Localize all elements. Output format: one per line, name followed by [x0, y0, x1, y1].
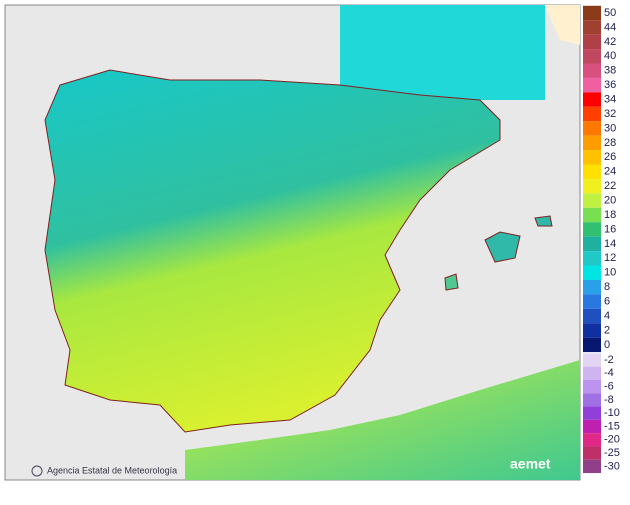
legend-swatch — [583, 106, 601, 122]
legend-label: 26 — [604, 151, 616, 163]
legend-swatch — [583, 419, 601, 434]
legend-label: 32 — [604, 108, 616, 120]
legend-label: 38 — [604, 65, 616, 77]
legend-label: 42 — [604, 36, 616, 48]
legend-swatch — [583, 294, 601, 309]
agency-logo — [31, 465, 43, 477]
legend-label: 4 — [604, 310, 610, 322]
agency-name: Agencia Estatal de Meteorología — [47, 465, 177, 475]
legend-swatch — [583, 207, 601, 223]
legend-swatch — [583, 459, 601, 474]
legend-label: 40 — [604, 50, 616, 62]
legend-label: 36 — [604, 79, 616, 91]
map: Agencia Estatal de Meteorología aemet — [4, 4, 581, 481]
legend-label: 0 — [604, 339, 610, 351]
legend-label: -6 — [604, 381, 614, 393]
legend-swatch — [583, 393, 601, 407]
legend-label: 16 — [604, 223, 616, 235]
legend-label: -25 — [604, 447, 620, 459]
legend-swatch — [583, 135, 601, 151]
legend-label: 34 — [604, 93, 616, 105]
legend-label: -30 — [604, 460, 620, 472]
legend-swatch — [583, 49, 601, 64]
legend-label: -4 — [604, 367, 614, 379]
legend-swatch — [583, 406, 601, 420]
legend-swatch — [583, 150, 601, 165]
legend-swatch — [583, 323, 601, 338]
legend-label: -15 — [604, 420, 620, 432]
legend: 5044424038363432302826242220181614121086… — [583, 5, 620, 474]
legend-swatch — [583, 366, 601, 380]
legend-label: 22 — [604, 180, 616, 192]
legend-swatch — [583, 20, 601, 35]
legend-swatch — [583, 34, 601, 50]
legend-swatch — [583, 77, 601, 93]
italy — [545, 5, 580, 45]
legend-label: 44 — [604, 21, 616, 33]
legend-swatch — [583, 178, 601, 194]
legend-label: 18 — [604, 209, 616, 221]
legend-swatch — [583, 308, 601, 324]
legend-label: 12 — [604, 252, 616, 264]
legend-swatch — [583, 353, 601, 367]
mallorca — [484, 231, 521, 263]
aemet-logo: aemet — [510, 456, 551, 472]
legend-swatch — [583, 193, 601, 208]
ibiza — [444, 273, 459, 291]
legend-swatch — [583, 63, 601, 78]
legend-label: 50 — [604, 7, 616, 19]
iberia — [44, 69, 501, 433]
legend-label: 30 — [604, 122, 616, 134]
africa — [185, 360, 580, 480]
legend-swatch — [583, 251, 601, 266]
legend-label: 20 — [604, 194, 616, 206]
legend-label: 6 — [604, 296, 610, 308]
legend-label: 2 — [604, 324, 610, 336]
legend-swatch — [583, 5, 601, 21]
legend-label: 24 — [604, 166, 616, 178]
legend-swatch — [583, 446, 601, 460]
menorca — [534, 215, 553, 227]
legend-swatch — [583, 337, 601, 353]
legend-label: -8 — [604, 394, 614, 406]
legend-swatch — [583, 222, 601, 237]
legend-swatch — [583, 121, 601, 136]
legend-label: 14 — [604, 238, 616, 250]
legend-swatch — [583, 164, 601, 179]
legend-swatch — [583, 265, 601, 280]
legend-label: 28 — [604, 137, 616, 149]
legend-swatch — [583, 279, 601, 295]
legend-swatch — [583, 236, 601, 252]
legend-label: -20 — [604, 434, 620, 446]
legend-label: -2 — [604, 354, 614, 366]
legend-swatch — [583, 433, 601, 447]
legend-label: 8 — [604, 281, 610, 293]
legend-swatch — [583, 92, 601, 107]
france — [340, 5, 545, 100]
legend-label: 10 — [604, 267, 616, 279]
legend-label: -10 — [604, 407, 620, 419]
legend-swatch — [583, 379, 601, 394]
